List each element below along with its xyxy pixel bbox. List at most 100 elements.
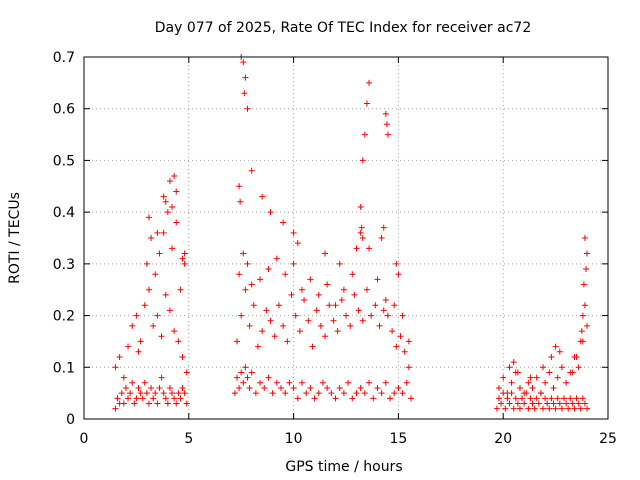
data-point bbox=[529, 400, 536, 407]
data-point bbox=[290, 229, 297, 236]
y-tick-label: 0 bbox=[66, 412, 75, 428]
data-point bbox=[366, 245, 373, 252]
data-point bbox=[173, 219, 180, 226]
x-tick-label: 25 bbox=[599, 431, 617, 447]
data-point bbox=[164, 209, 171, 216]
data-point bbox=[145, 286, 152, 293]
data-point bbox=[575, 400, 582, 407]
data-point bbox=[319, 379, 326, 386]
data-point bbox=[508, 379, 515, 386]
data-point bbox=[401, 348, 408, 355]
data-point bbox=[242, 364, 249, 371]
data-point bbox=[271, 333, 278, 340]
axes: 0 5 10 15 20 25 0 0.1 0.2 0.3 0.4 0.5 0.6 0.7 bbox=[53, 50, 617, 447]
data-point bbox=[575, 364, 582, 371]
data-point bbox=[521, 390, 528, 397]
data-point bbox=[288, 291, 295, 298]
data-point bbox=[181, 250, 188, 257]
data-point bbox=[324, 384, 331, 391]
data-point bbox=[496, 384, 503, 391]
data-point bbox=[558, 364, 565, 371]
data-point bbox=[156, 250, 163, 257]
data-point bbox=[244, 105, 251, 112]
data-point bbox=[175, 390, 182, 397]
data-point bbox=[238, 369, 245, 376]
data-point bbox=[560, 395, 567, 402]
data-point bbox=[275, 302, 282, 309]
data-point bbox=[278, 384, 285, 391]
data-point bbox=[131, 400, 138, 407]
data-point bbox=[231, 390, 238, 397]
data-point bbox=[512, 395, 519, 402]
data-point bbox=[378, 235, 385, 241]
data-point bbox=[353, 245, 360, 252]
data-point bbox=[366, 79, 373, 86]
data-point bbox=[584, 322, 591, 329]
data-point bbox=[493, 405, 500, 412]
data-point bbox=[506, 364, 513, 371]
data-point bbox=[552, 405, 559, 412]
data-point bbox=[139, 395, 146, 402]
data-point bbox=[250, 302, 257, 309]
data-point bbox=[361, 390, 368, 397]
data-point bbox=[171, 395, 178, 402]
data-point bbox=[550, 384, 557, 391]
data-point bbox=[303, 390, 310, 397]
data-point bbox=[376, 322, 383, 329]
data-point bbox=[158, 374, 165, 381]
data-point bbox=[183, 369, 190, 376]
data-point bbox=[382, 297, 389, 304]
data-point bbox=[112, 364, 119, 371]
data-point bbox=[152, 390, 159, 397]
data-point bbox=[179, 353, 186, 360]
data-point bbox=[181, 390, 188, 397]
data-point bbox=[510, 405, 517, 412]
data-point bbox=[366, 379, 373, 386]
data-point bbox=[305, 317, 312, 324]
data-point bbox=[248, 369, 255, 376]
data-point bbox=[286, 379, 293, 386]
data-point bbox=[252, 390, 259, 397]
data-point bbox=[359, 235, 366, 241]
data-point bbox=[248, 167, 255, 174]
chart-title: Day 077 of 2025, Rate Of TEC Index for r… bbox=[155, 20, 531, 36]
data-point bbox=[294, 395, 301, 402]
data-point bbox=[584, 250, 591, 257]
data-point bbox=[579, 395, 586, 402]
data-point bbox=[244, 260, 251, 267]
data-point bbox=[169, 390, 176, 397]
data-point bbox=[169, 245, 176, 252]
data-point bbox=[143, 390, 150, 397]
data-point bbox=[582, 266, 589, 273]
data-point bbox=[261, 384, 268, 391]
data-point bbox=[309, 343, 316, 350]
data-point bbox=[177, 286, 184, 293]
data-point bbox=[135, 348, 142, 355]
data-point bbox=[127, 390, 134, 397]
data-point bbox=[322, 250, 329, 257]
data-point bbox=[519, 395, 526, 402]
data-point bbox=[343, 312, 349, 319]
data-point bbox=[334, 328, 341, 335]
data-point bbox=[363, 100, 370, 107]
data-point bbox=[259, 328, 266, 335]
data-point bbox=[407, 395, 414, 402]
data-point bbox=[120, 374, 127, 381]
data-point bbox=[263, 307, 270, 314]
data-point bbox=[292, 312, 299, 319]
data-point bbox=[347, 322, 354, 329]
data-point bbox=[141, 302, 148, 309]
data-point bbox=[550, 400, 557, 407]
data-point bbox=[254, 343, 261, 350]
data-point bbox=[240, 250, 247, 257]
data-point bbox=[234, 374, 241, 381]
data-point bbox=[336, 384, 343, 391]
data-point bbox=[241, 90, 248, 97]
data-point bbox=[563, 400, 570, 407]
data-point bbox=[282, 271, 289, 278]
data-point bbox=[242, 74, 249, 81]
data-point bbox=[391, 302, 398, 309]
data-point bbox=[382, 379, 389, 386]
data-point bbox=[336, 260, 343, 267]
